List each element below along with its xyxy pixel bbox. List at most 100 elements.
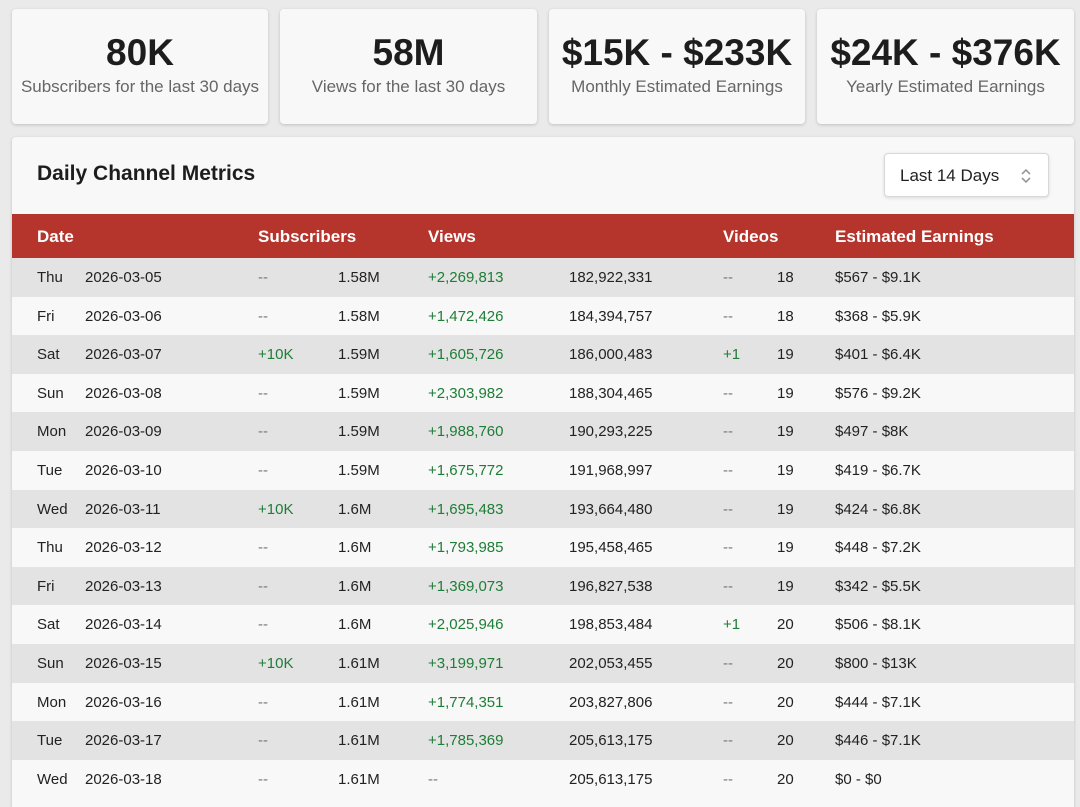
cell-view-change: +1,369,073 <box>428 577 504 595</box>
cell-views: 188,304,465 <box>569 384 653 402</box>
cell-video-change: -- <box>723 500 733 518</box>
cell-subscriber-change: -- <box>258 384 268 402</box>
cell-subscribers: 1.59M <box>338 346 380 364</box>
table-row: Wed 2026-03-18 -- 1.61M -- 205,613,175 -- 20 $0 … <box>12 759 1074 799</box>
table-row: Sat 2026-03-07 +10K 1.59M +1,605,726 186,000,… <box>12 335 1074 374</box>
cell-subscribers: 1.58M <box>338 269 380 286</box>
cell-videos: 20 <box>777 616 794 634</box>
table-row: Mon 2026-03-16 -- 1.61M +1,774,351 203,827,80… <box>12 682 1074 722</box>
table-row: Fri 2026-03-06 -- 1.58M +1,472,426 184,394,75… <box>12 296 1074 336</box>
column-header-earnings[interactable]: Estimated Earnings <box>835 227 994 246</box>
table-row: Mon 2026-03-09 -- 1.59M +1,988,760 190,293,22… <box>12 412 1074 451</box>
cell-view-change: +1,472,426 <box>428 307 504 325</box>
cell-earnings: $506 - $8.1K <box>835 616 921 634</box>
cell-view-change: +1,785,369 <box>428 732 504 750</box>
cell-view-change: +1,793,985 <box>428 539 504 557</box>
cell-day: Wed <box>37 770 68 788</box>
daily-metrics-panel: Daily Channel Metrics Last 14 Days Date … <box>12 137 1074 807</box>
cell-earnings: $368 - $5.9K <box>835 307 921 325</box>
cell-day: Tue <box>37 461 63 479</box>
table-row: Sun 2026-03-08 -- 1.59M +2,303,982 188,304,46… <box>12 373 1074 413</box>
cell-subscriber-change: +10K <box>258 500 294 518</box>
cell-view-change: +1,774,351 <box>428 693 504 711</box>
cell-subscribers: 1.59M <box>338 384 380 402</box>
cell-earnings: $0 - $0 <box>835 770 882 788</box>
cell-views: 182,922,331 <box>569 269 653 286</box>
cell-subscribers: 1.61M <box>338 654 380 672</box>
column-header-subscribers[interactable]: Subscribers <box>258 227 357 246</box>
cell-videos: 19 <box>777 423 794 441</box>
cell-day: Sun <box>37 384 64 402</box>
table-row: Sun 2026-03-15 +10K 1.61M +3,199,971 202,053,… <box>12 643 1074 683</box>
cell-subscriber-change: -- <box>258 269 268 286</box>
cell-day: Mon <box>37 423 67 441</box>
cell-video-change: +1 <box>723 616 741 634</box>
panel-title: Daily Channel Metrics <box>37 162 256 185</box>
cell-subscribers: 1.58M <box>338 307 380 325</box>
cell-date: 2026-03-06 <box>85 307 162 325</box>
cell-subscriber-change: -- <box>258 539 268 557</box>
cell-view-change: +1,675,772 <box>428 461 504 479</box>
cell-subscriber-change: -- <box>258 732 268 750</box>
cell-subscribers: 1.61M <box>338 693 380 711</box>
cell-video-change: -- <box>723 770 733 788</box>
cell-subscribers: 1.61M <box>338 732 380 750</box>
cell-subscribers: 1.6M <box>338 500 372 518</box>
cell-videos: 19 <box>777 539 794 557</box>
cell-subscriber-change: -- <box>258 770 268 788</box>
cell-views: 196,827,538 <box>569 577 653 595</box>
table-row: Thu 2026-03-05 -- 1.58M +2,269,813 182,922,33… <box>12 258 1074 297</box>
cell-earnings: $497 - $8K <box>835 423 909 441</box>
cell-date: 2026-03-09 <box>85 423 162 441</box>
stat-card-views: 58M Views for the last 30 days <box>280 9 537 124</box>
cell-view-change: +2,025,946 <box>428 616 504 634</box>
cell-subscriber-change: -- <box>258 307 268 325</box>
cell-subscribers: 1.59M <box>338 461 380 479</box>
cell-views: 191,968,997 <box>569 461 653 479</box>
period-select-value: Last 14 Days <box>900 166 1000 185</box>
cell-subscriber-change: -- <box>258 461 268 479</box>
table-header: Date Subscribers Views Videos Estimated … <box>12 214 1074 258</box>
table-row: Wed 2026-03-11 +10K 1.6M +1,695,483 193,664,4… <box>12 489 1074 529</box>
cell-video-change: -- <box>723 269 733 286</box>
period-select[interactable]: Last 14 Days <box>884 153 1049 197</box>
stat-card-subscribers: 80K Subscribers for the last 30 days <box>12 9 268 124</box>
cell-subscriber-change: -- <box>258 577 268 595</box>
column-header-videos[interactable]: Videos <box>723 227 779 246</box>
cell-day: Fri <box>37 577 55 595</box>
cell-date: 2026-03-16 <box>85 693 162 711</box>
cell-earnings: $800 - $13K <box>835 654 917 672</box>
stat-label: Monthly Estimated Earnings <box>571 77 783 96</box>
cell-video-change: -- <box>723 384 733 402</box>
cell-subscribers: 1.59M <box>338 423 380 441</box>
table-body: Thu 2026-03-05 -- 1.58M +2,269,813 182,922,33… <box>12 258 1074 799</box>
cell-videos: 20 <box>777 693 794 711</box>
column-header-date[interactable]: Date <box>37 227 74 246</box>
cell-subscribers: 1.61M <box>338 770 380 788</box>
cell-video-change: +1 <box>723 346 741 364</box>
cell-earnings: $342 - $5.5K <box>835 577 921 595</box>
cell-view-change: +1,695,483 <box>428 500 504 518</box>
cell-earnings: $576 - $9.2K <box>835 384 921 402</box>
cell-video-change: -- <box>723 423 733 441</box>
cell-videos: 20 <box>777 654 794 672</box>
cell-videos: 19 <box>777 346 794 364</box>
cell-videos: 19 <box>777 577 794 595</box>
cell-views: 184,394,757 <box>569 307 653 325</box>
cell-subscriber-change: +10K <box>258 654 294 672</box>
cell-view-change: -- <box>428 770 438 788</box>
stats-summary: 80K Subscribers for the last 30 days 58M… <box>12 9 1074 124</box>
cell-date: 2026-03-17 <box>85 732 162 750</box>
cell-subscribers: 1.6M <box>338 539 372 557</box>
cell-video-change: -- <box>723 732 733 750</box>
column-header-views[interactable]: Views <box>428 227 476 246</box>
cell-videos: 19 <box>777 500 794 518</box>
cell-day: Wed <box>37 500 68 518</box>
cell-earnings: $567 - $9.1K <box>835 269 921 286</box>
table-row: Tue 2026-03-17 -- 1.61M +1,785,369 205,613,17… <box>12 721 1074 760</box>
cell-videos: 19 <box>777 461 794 479</box>
cell-earnings: $448 - $7.2K <box>835 539 921 557</box>
stat-label: Views for the last 30 days <box>311 77 506 96</box>
cell-subscriber-change: -- <box>258 693 268 711</box>
cell-day: Thu <box>37 539 63 557</box>
